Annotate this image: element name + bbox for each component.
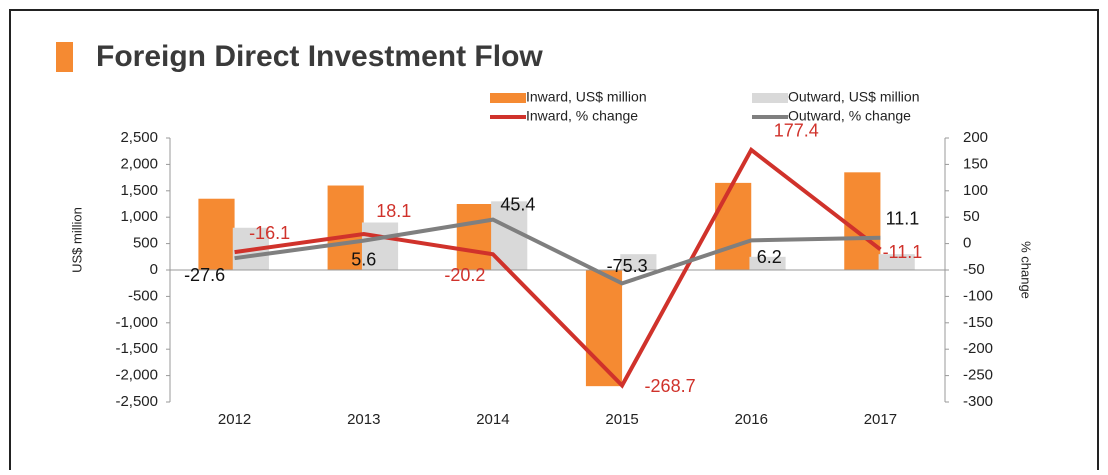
y2-tick-label: 0 [963, 235, 971, 252]
bar [878, 254, 915, 270]
y-tick-label: -2,000 [115, 367, 158, 384]
line [234, 146, 882, 389]
legend-label: Inward, US$ million [526, 89, 647, 105]
data-label: -27.6 [184, 265, 225, 285]
y2-tick-label: 200 [963, 129, 988, 146]
data-label: 6.2 [757, 247, 782, 267]
legend-label: Inward, % change [526, 108, 638, 124]
y-tick-label: 2,000 [120, 155, 158, 172]
legend-swatch [752, 93, 788, 103]
data-label: 45.4 [500, 194, 535, 214]
y-tick-label: 500 [133, 235, 158, 252]
y2-tick-label: -250 [963, 367, 993, 384]
bar [361, 222, 399, 270]
legend-swatch [490, 93, 526, 103]
y2-tick-label: 150 [963, 155, 988, 172]
data-label: -16.1 [249, 223, 290, 243]
data-label: -268.7 [645, 376, 696, 396]
y2-tick-label: -50 [963, 261, 985, 278]
y-tick-label: 2,500 [120, 129, 158, 146]
bar [198, 198, 235, 270]
y-tick-label: -1,000 [115, 314, 158, 331]
bar [749, 256, 786, 270]
y2-tick-label: -100 [963, 287, 993, 304]
chart-title: Foreign Direct Investment Flow [96, 40, 543, 73]
y2-axis-label: % change [1019, 241, 1034, 299]
bar [844, 172, 881, 270]
data-label: 18.1 [376, 201, 411, 221]
data-label: -75.3 [607, 256, 648, 276]
y2-tick-label: -300 [963, 393, 993, 410]
x-tick-label: 2016 [735, 411, 768, 428]
data-label: 5.6 [351, 249, 376, 269]
title-marker [56, 42, 73, 72]
x-tick-label: 2014 [476, 411, 509, 428]
x-tick-label: 2012 [218, 411, 251, 428]
y2-tick-label: 100 [963, 182, 988, 199]
y-tick-label: -1,500 [115, 340, 158, 357]
data-label: 177.4 [774, 121, 819, 141]
x-tick-label: 2013 [347, 411, 380, 428]
bar [456, 204, 493, 270]
y-tick-label: 0 [150, 261, 158, 278]
y2-tick-label: 50 [963, 208, 980, 225]
line [234, 217, 881, 286]
data-label: 11.1 [886, 208, 920, 228]
x-tick-label: 2017 [864, 411, 897, 428]
bar [327, 185, 364, 270]
y-tick-label: 1,000 [120, 208, 158, 225]
frame [9, 9, 1099, 470]
y-tick-label: -500 [128, 287, 158, 304]
legend-label: Outward, % change [788, 108, 911, 124]
x-tick-label: 2015 [605, 411, 638, 428]
y-axis-label: US$ million [69, 207, 84, 273]
y-tick-label: 1,500 [120, 182, 158, 199]
legend-label: Outward, US$ million [788, 89, 920, 105]
y2-tick-label: -150 [963, 314, 993, 331]
data-label: -11.1 [883, 242, 923, 262]
bar [620, 254, 657, 270]
data-label: -20.2 [444, 265, 485, 285]
bar [715, 182, 752, 270]
y-tick-label: -2,500 [115, 393, 158, 410]
y2-tick-label: -200 [963, 340, 993, 357]
